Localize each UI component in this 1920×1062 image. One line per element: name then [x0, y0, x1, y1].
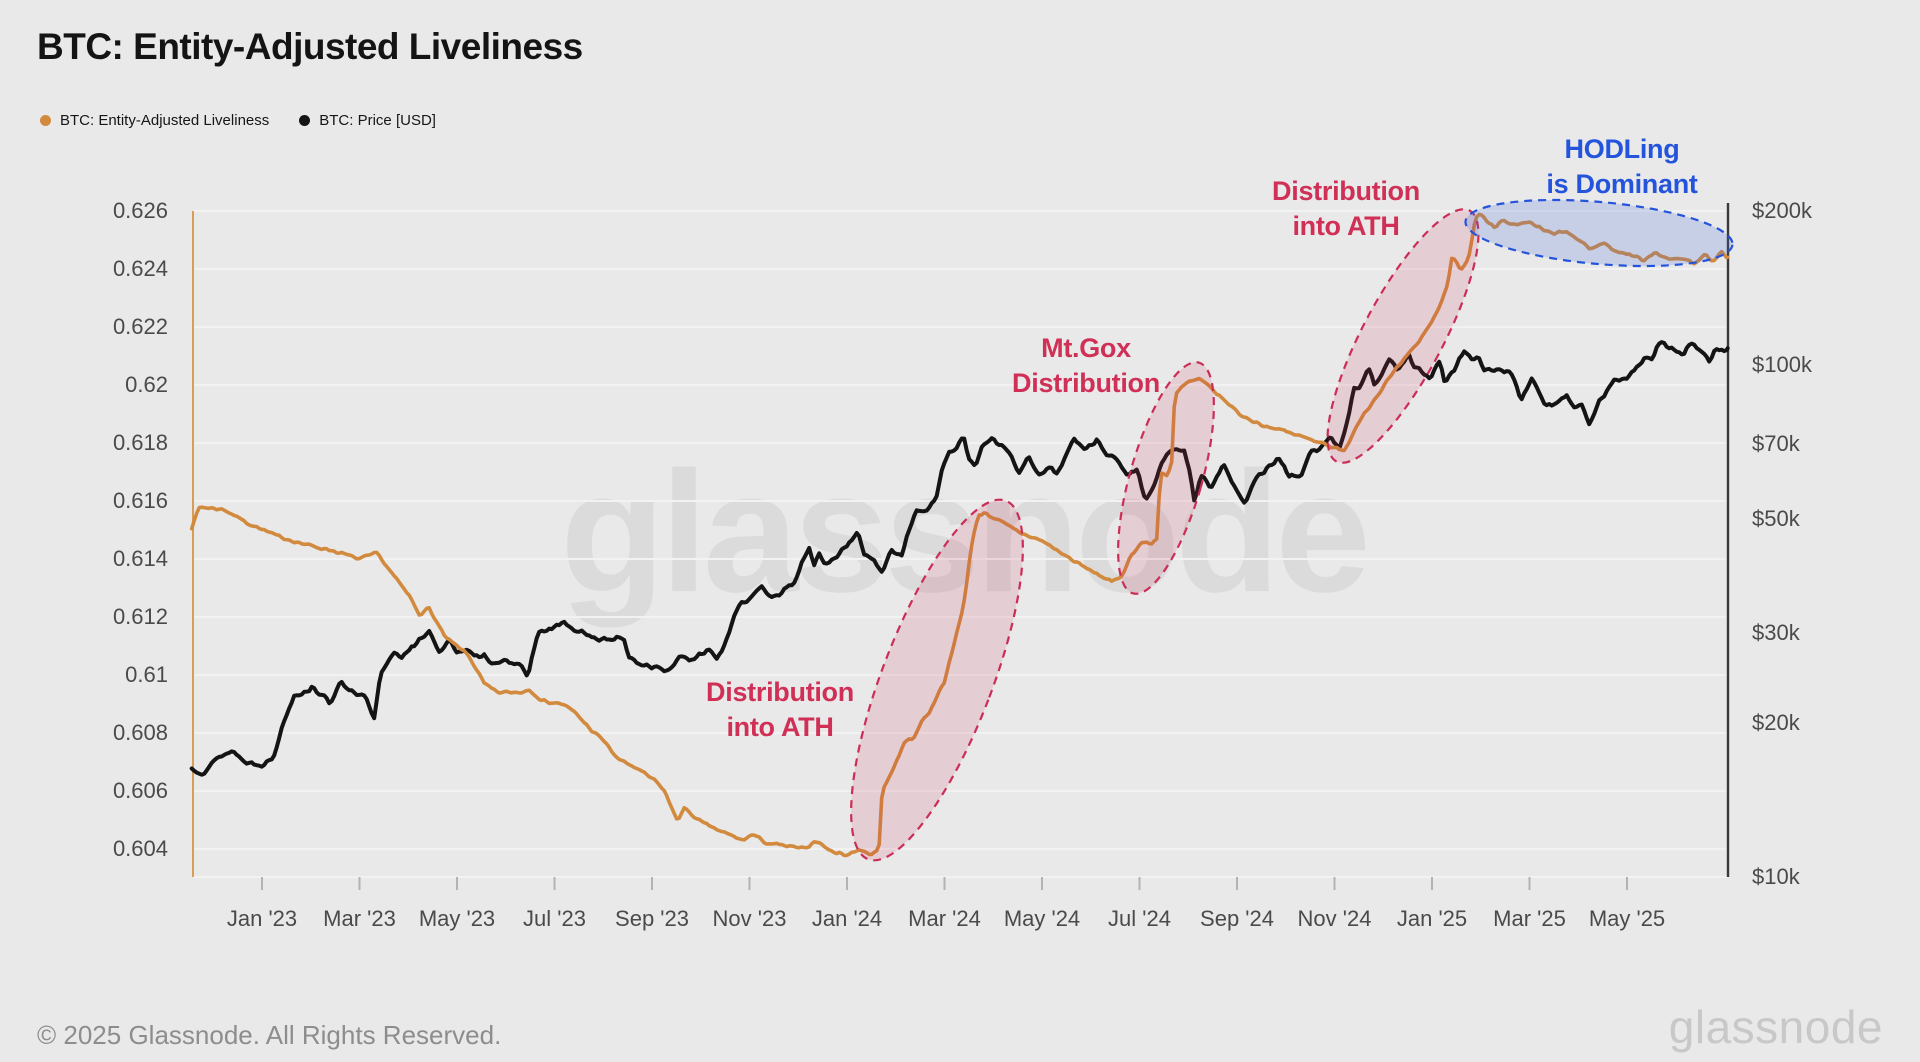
- hodling-is-dominant-label: HODLing is Dominant: [1546, 132, 1698, 202]
- footer-copyright: © 2025 Glassnode. All Rights Reserved.: [37, 1020, 502, 1050]
- y-left-tick-label: 0.618: [112, 430, 168, 455]
- y-left-tick-label: 0.608: [112, 720, 168, 745]
- y-right-tick-label: $200k: [1752, 197, 1812, 223]
- y-left-tick-label: 0.604: [112, 836, 168, 861]
- distribution-into-ath-1-ellipse: [850, 498, 1024, 862]
- y-left-tick-label: 0.622: [112, 314, 168, 339]
- legend-item-liveliness[interactable]: BTC: Entity-Adjusted Liveliness: [40, 112, 269, 129]
- y-right-tick-label: $30k: [1752, 619, 1800, 645]
- page-title: BTC: Entity-Adjusted Liveliness: [37, 26, 583, 67]
- y-left-tick-label: 0.606: [112, 778, 168, 803]
- x-tick-label: May '23: [418, 906, 496, 931]
- distribution-into-ath-2-label: Distribution into ATH: [1272, 174, 1420, 244]
- x-tick-label: Jul '24: [1108, 906, 1171, 931]
- x-tick-label: Mar '23: [323, 906, 396, 931]
- annotation-line: Distribution: [706, 677, 854, 707]
- price-line: [189, 340, 1730, 777]
- y-right-tick-label: $100k: [1752, 351, 1812, 377]
- x-tick-label: Sep '24: [1200, 906, 1274, 931]
- x-tick-label: Jan '23: [226, 906, 298, 931]
- annotation-line: HODLing: [1564, 134, 1680, 164]
- y-left-tick-label: 0.616: [112, 488, 168, 513]
- y-left-tick-label: 0.62: [125, 372, 168, 397]
- annotation-line: Distribution: [1272, 176, 1420, 206]
- glassnode-logo: glassnode: [1668, 1001, 1883, 1053]
- y-left-tick-label: 0.614: [112, 546, 168, 571]
- x-tick-label: Nov '24: [1297, 906, 1372, 931]
- mtgox-distribution-ellipse: [1117, 361, 1215, 595]
- x-tick-label: Mar '25: [1493, 906, 1566, 931]
- x-tick-label: Mar '24: [908, 906, 981, 931]
- y-right-tick-label: $70k: [1752, 431, 1800, 457]
- x-tick-label: Jul '23: [523, 906, 586, 931]
- annotation-line: Distribution: [1012, 368, 1160, 398]
- annotation-line: Mt.Gox: [1041, 333, 1131, 363]
- y-right-tick-label: $50k: [1752, 505, 1800, 531]
- price-series-dot-icon: [299, 115, 311, 126]
- legend-item-label: BTC: Price [USD]: [319, 112, 436, 129]
- x-tick-label: Jan '25: [1396, 906, 1468, 931]
- legend-item-label: BTC: Entity-Adjusted Liveliness: [60, 112, 270, 129]
- x-tick-label: May '25: [1588, 906, 1666, 931]
- y-left-tick-label: 0.624: [112, 256, 168, 281]
- y-right-tick-label: $20k: [1752, 709, 1800, 735]
- y-left-tick-label: 0.626: [112, 198, 168, 223]
- mtgox-distribution-label: Mt.Gox Distribution: [1012, 331, 1160, 401]
- annotation-line: into ATH: [1292, 211, 1400, 241]
- distribution-into-ath-1-label: Distribution into ATH: [706, 675, 854, 745]
- distribution-into-ath-2-ellipse: [1326, 208, 1480, 464]
- hodling-is-dominant-ellipse: [1464, 198, 1734, 268]
- annotation-line: into ATH: [726, 712, 834, 742]
- liveliness-series-dot-icon: [40, 115, 51, 126]
- x-tick-label: May '24: [1003, 906, 1081, 931]
- x-tick-label: Nov '23: [712, 906, 787, 931]
- y-right-tick-label: $10k: [1752, 864, 1800, 889]
- y-left-tick-label: 0.612: [112, 604, 168, 629]
- x-tick-label: Sep '23: [615, 906, 689, 931]
- legend-item-price[interactable]: BTC: Price [USD]: [299, 112, 436, 129]
- x-tick-label: Jan '24: [811, 906, 883, 931]
- y-left-tick-label: 0.61: [125, 662, 168, 687]
- annotation-line: is Dominant: [1546, 169, 1698, 199]
- chart-legend: BTC: Entity-Adjusted Liveliness BTC: Pri…: [40, 112, 436, 129]
